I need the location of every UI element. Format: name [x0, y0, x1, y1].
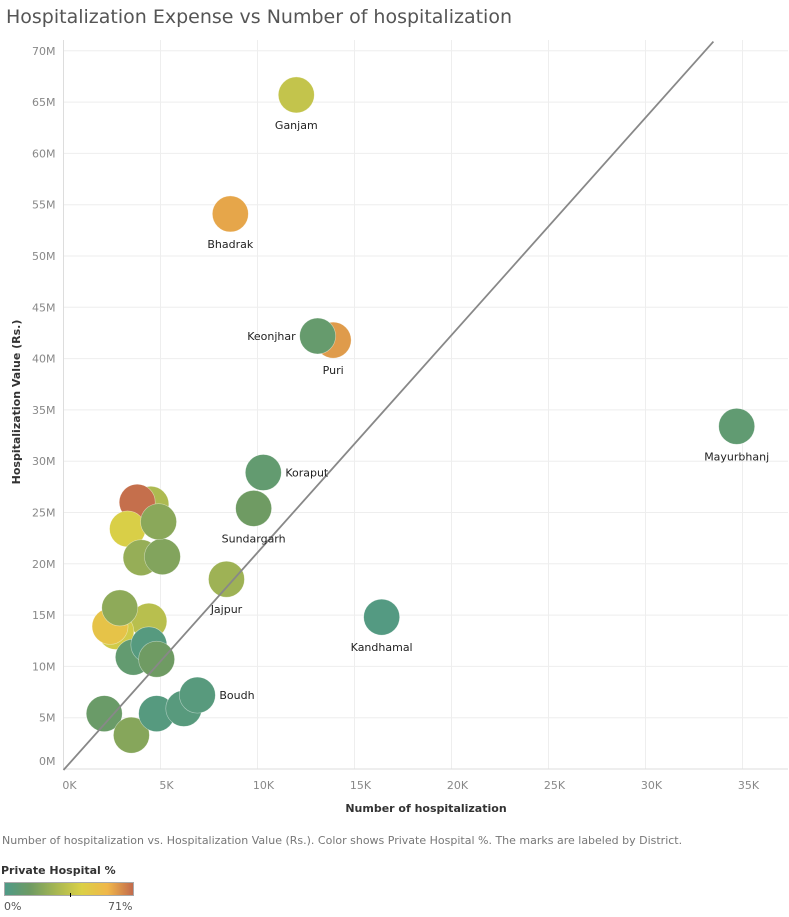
y-tick-label: 65M [32, 96, 56, 109]
district-label: Ganjam [275, 119, 318, 132]
gridlines [63, 40, 788, 770]
x-tick-label: 20K [447, 779, 469, 792]
marks [62, 40, 755, 771]
district-label: Kandhamal [351, 641, 413, 654]
color-legend-gradient [4, 882, 134, 896]
bubble-mark [140, 503, 177, 541]
district-label: Puri [323, 364, 344, 377]
bubble-mark [113, 716, 150, 754]
y-tick-label: 50M [32, 250, 56, 263]
y-tick-label: 15M [32, 609, 56, 622]
y-tick-label: 40M [32, 353, 56, 366]
trend-line [62, 40, 715, 771]
x-axis-title: Number of hospitalization [345, 802, 506, 815]
x-tick-label: 0K [62, 779, 77, 792]
bubble-mark [299, 317, 336, 355]
bubble-mark [208, 560, 245, 598]
bubble-mark [245, 454, 282, 491]
y-axis-title: Hospitalization Value (Rs.) [10, 320, 23, 485]
axis-ticks: 0K 5K 10K 15K 20K 25K 30K 35K 0M 5M 10M 15M 20M 25M 30… [32, 45, 760, 792]
bubble-mark [138, 640, 175, 678]
y-tick-label: 25M [32, 507, 56, 520]
y-tick-label: 10M [32, 660, 56, 673]
mark-labels: Boudh Jajpur Sundargarh Koraput Kandhamal Pur… [207, 119, 769, 702]
scatter-chart: 0K 5K 10K 15K 20K 25K 30K 35K 0M 5M 10M 15M 20M 25M 30… [10, 40, 788, 815]
x-tick-label: 5K [159, 779, 174, 792]
bubble-mark [101, 589, 139, 627]
district-label: Mayurbhanj [704, 450, 769, 463]
legend-max-label: 71% [108, 900, 133, 913]
y-tick-label: 5M [39, 712, 56, 725]
district-label: Bhadrak [207, 238, 254, 251]
bubble-mark [144, 538, 181, 575]
x-tick-label: 15K [350, 779, 372, 792]
bubble-mark [212, 195, 249, 233]
bubble-mark [179, 676, 216, 714]
district-label: Boudh [219, 689, 254, 702]
y-tick-label: 20M [32, 558, 56, 571]
y-tick-label: 0M [39, 755, 56, 768]
legend-title: Private Hospital % [1, 864, 116, 877]
bubble-mark [235, 490, 272, 527]
y-tick-label: 70M [32, 45, 56, 58]
y-tick-label: 30M [32, 455, 56, 468]
chart-title: Hospitalization Expense vs Number of hos… [6, 6, 512, 28]
legend-min-label: 0% [4, 900, 22, 913]
x-tick-label: 10K [253, 779, 275, 792]
chart-caption: Number of hospitalization vs. Hospitaliz… [2, 834, 683, 847]
bubble-mark [85, 695, 123, 732]
bubble-mark [363, 598, 400, 636]
y-tick-label: 60M [32, 147, 56, 160]
bubble-mark [277, 76, 315, 114]
x-tick-label: 35K [738, 779, 760, 792]
y-tick-label: 35M [32, 404, 56, 417]
y-tick-label: 45M [32, 301, 56, 314]
x-tick-label: 30K [641, 779, 663, 792]
y-tick-label: 55M [32, 199, 56, 212]
district-label: Sundargarh [222, 532, 286, 545]
district-label: Keonjhar [247, 330, 296, 343]
district-label: Jajpur [210, 603, 243, 616]
bubble-mark [718, 408, 755, 445]
legend-midpoint-tick [70, 893, 71, 897]
x-tick-label: 25K [544, 779, 566, 792]
district-label: Koraput [285, 466, 329, 479]
